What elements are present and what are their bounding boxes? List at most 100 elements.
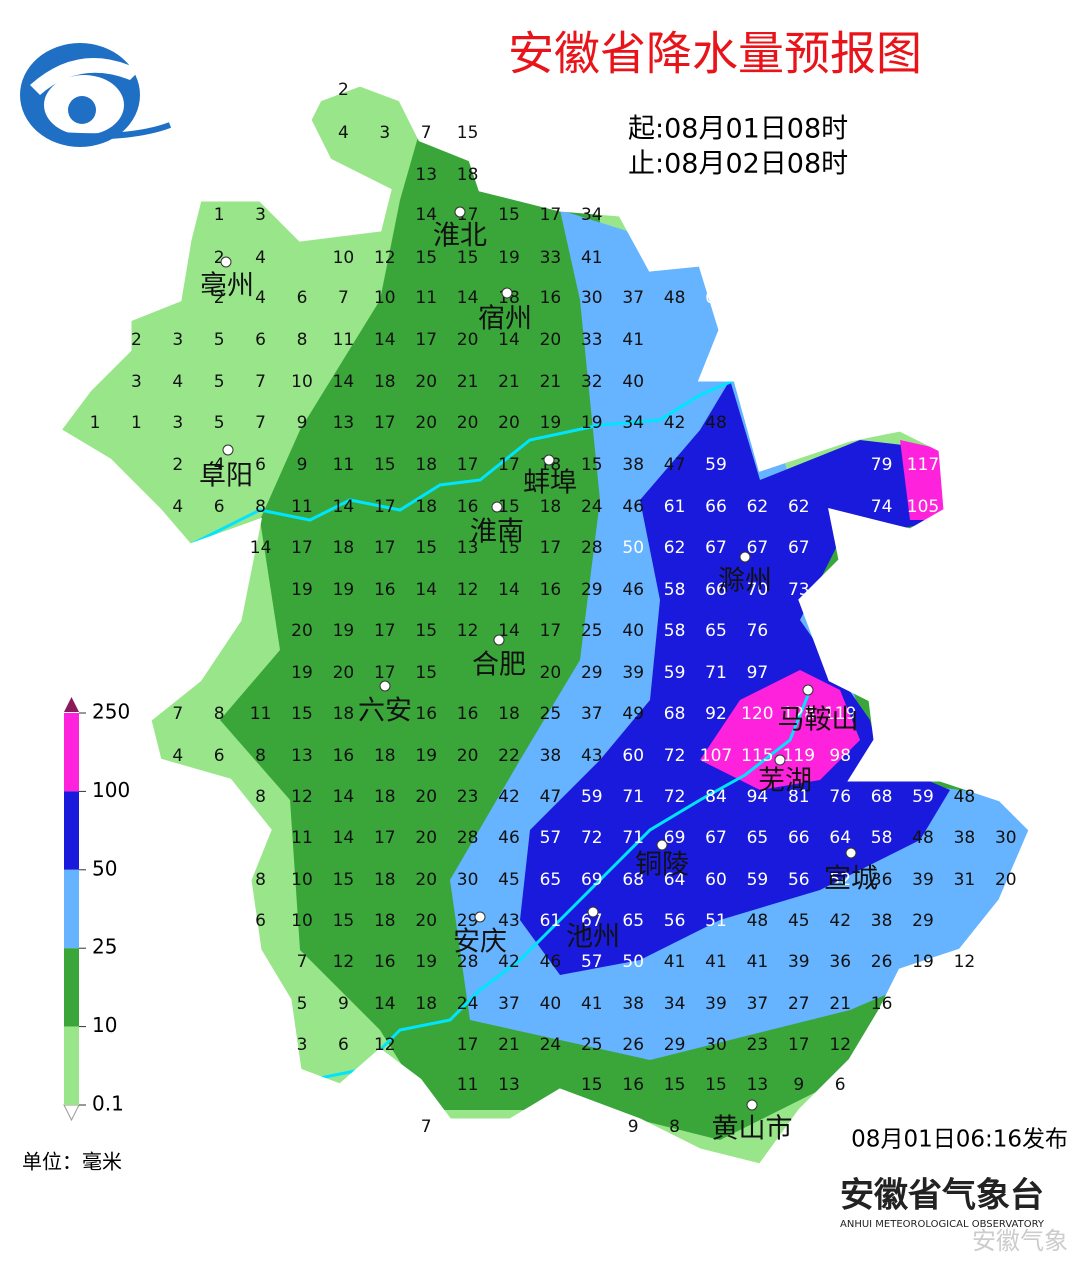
grid-value: 3	[172, 413, 183, 433]
grid-value: 13	[498, 1075, 520, 1095]
grid-value: 72	[581, 828, 603, 848]
grid-value: 7	[338, 288, 349, 308]
grid-value: 20	[415, 787, 437, 807]
grid-value: 42	[498, 952, 520, 972]
grid-value: 59	[581, 787, 603, 807]
grid-value: 17	[415, 330, 437, 350]
grid-value: 1	[131, 413, 142, 433]
legend-arrow-bottom	[63, 1104, 80, 1122]
grid-value: 41	[664, 952, 686, 972]
grid-value: 51	[705, 911, 727, 931]
start-time: 起:08月01日08时	[628, 114, 848, 145]
yangtze-river	[309, 689, 812, 1082]
grid-value: 48	[912, 828, 934, 848]
grid-value: 10	[291, 911, 313, 931]
grid-value: 17	[374, 663, 396, 683]
city-label: 亳州	[200, 271, 254, 302]
grid-value: 73	[788, 580, 810, 600]
grid-value: 13	[291, 746, 313, 766]
grid-value: 13	[333, 413, 355, 433]
grid-value: 12	[457, 621, 479, 641]
grid-value: 72	[664, 746, 686, 766]
grid-value: 13	[747, 1075, 769, 1095]
grid-value: 37	[498, 994, 520, 1014]
grid-value: 20	[540, 663, 562, 683]
grid-value: 25	[540, 704, 562, 724]
city-dot	[543, 454, 555, 466]
grid-value: 42	[498, 787, 520, 807]
grid-value: 32	[581, 372, 603, 392]
grid-value: 20	[415, 413, 437, 433]
grid-value: 15	[374, 455, 396, 475]
grid-value: 41	[581, 994, 603, 1014]
grid-value: 46	[498, 828, 520, 848]
city-label: 宣城	[824, 864, 878, 895]
grid-value: 18	[374, 787, 396, 807]
grid-value: 7	[297, 952, 308, 972]
grid-value: 17	[498, 455, 520, 475]
grid-value: 8	[255, 787, 266, 807]
grid-value: 15	[457, 123, 479, 143]
grid-value: 21	[540, 372, 562, 392]
grid-value: 22	[498, 746, 520, 766]
grid-value: 21	[498, 1035, 520, 1055]
legend-label: 50	[92, 856, 117, 880]
grid-value: 20	[333, 663, 355, 683]
grid-value: 19	[291, 580, 313, 600]
grid-value: 58	[871, 828, 893, 848]
grid-value: 18	[333, 704, 355, 724]
grid-value: 76	[747, 621, 769, 641]
grid-value: 24	[457, 994, 479, 1014]
grid-value: 59	[664, 663, 686, 683]
grid-value: 38	[871, 911, 893, 931]
grid-value: 14	[415, 205, 437, 225]
logo	[20, 43, 172, 147]
grid-value: 60	[622, 746, 644, 766]
grid-value: 71	[705, 663, 727, 683]
grid-value: 15	[498, 497, 520, 517]
grid-value: 58	[664, 580, 686, 600]
grid-value: 16	[457, 704, 479, 724]
grid-value: 3	[255, 205, 266, 225]
city-label: 淮南	[470, 517, 524, 548]
grid-value: 24	[581, 497, 603, 517]
grid-value: 5	[214, 372, 225, 392]
city-dot	[739, 551, 751, 563]
grid-value: 29	[581, 580, 603, 600]
grid-value: 33	[540, 248, 562, 268]
grid-value: 48	[664, 288, 686, 308]
grid-value: 76	[829, 787, 851, 807]
grid-value: 20	[995, 870, 1017, 890]
grid-value: 48	[705, 413, 727, 433]
city-label: 马鞍山	[778, 705, 859, 736]
grid-value: 40	[540, 994, 562, 1014]
grid-value: 10	[374, 288, 396, 308]
grid-value: 21	[829, 994, 851, 1014]
grid-value: 58	[664, 621, 686, 641]
grid-value: 47	[540, 787, 562, 807]
grid-value: 16	[871, 994, 893, 1014]
grid-value: 38	[622, 994, 644, 1014]
grid-value: 18	[540, 497, 562, 517]
grid-value: 6	[214, 746, 225, 766]
grid-value: 19	[333, 580, 355, 600]
grid-value: 57	[540, 828, 562, 848]
grid-value: 24	[540, 1035, 562, 1055]
grid-value: 9	[793, 1075, 804, 1095]
grid-value: 38	[954, 828, 976, 848]
grid-value: 45	[498, 870, 520, 890]
grid-value: 40	[622, 621, 644, 641]
grid-value: 23	[457, 787, 479, 807]
grid-value: 67	[747, 538, 769, 558]
grid-value: 19	[912, 952, 934, 972]
grid-value: 12	[291, 787, 313, 807]
grid-value: 14	[498, 580, 520, 600]
grid-value: 30	[995, 828, 1017, 848]
grid-value: 2	[338, 80, 349, 100]
grid-value: 28	[457, 828, 479, 848]
grid-value: 1	[90, 413, 101, 433]
legend-label: 100	[92, 778, 130, 802]
grid-value: 12	[457, 580, 479, 600]
